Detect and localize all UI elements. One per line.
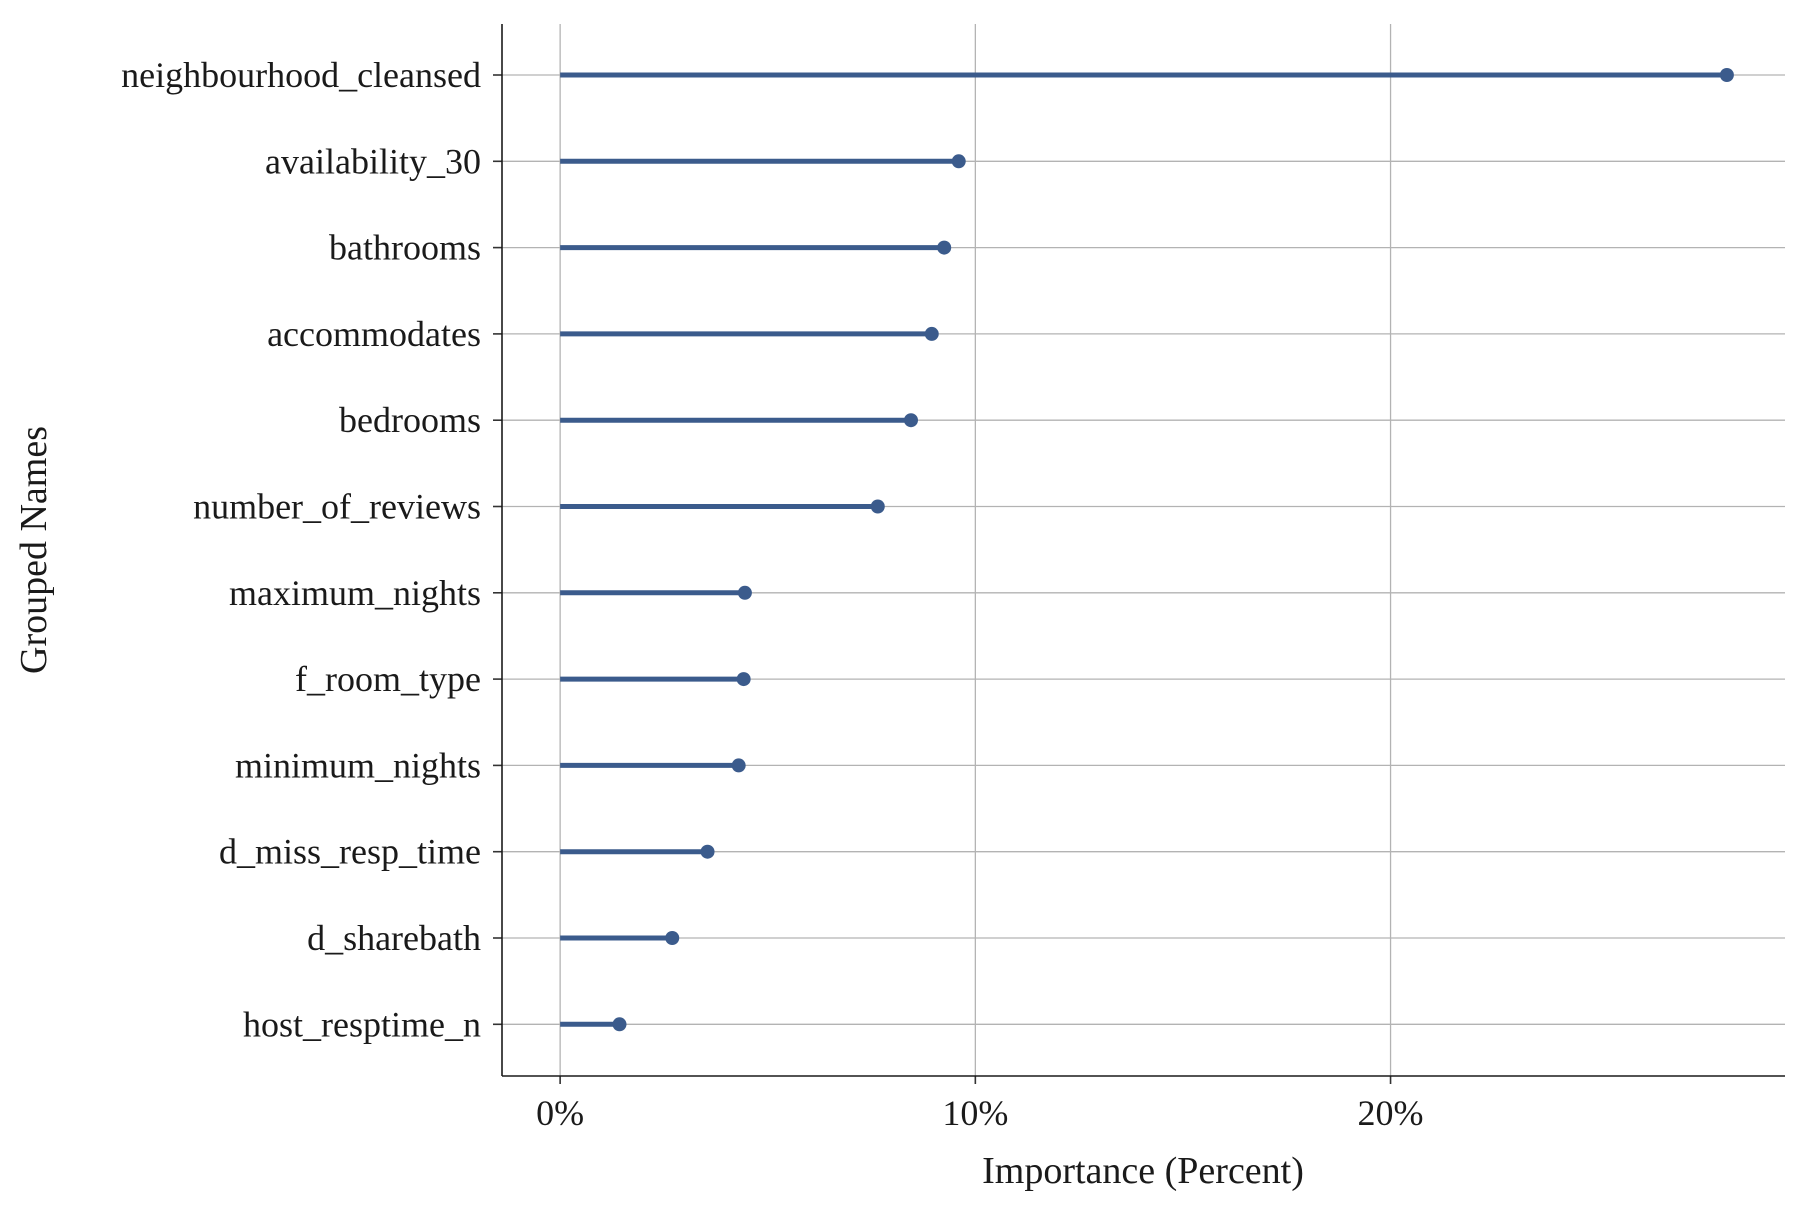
y-tick-label: availability_30 <box>265 141 481 181</box>
x-tick-label: 10% <box>942 1093 1008 1133</box>
lollipop-point <box>737 585 752 600</box>
lollipop-point <box>937 240 952 255</box>
y-tick-label: accommodates <box>267 314 481 354</box>
mark-layer <box>560 68 1734 1032</box>
y-tick-label: d_sharebath <box>307 918 481 958</box>
y-tick-label: neighbourhood_cleansed <box>121 55 481 95</box>
x-tick-label: 0% <box>536 1093 584 1133</box>
y-tick-label: maximum_nights <box>229 573 481 613</box>
x-tick-label: 20% <box>1358 1093 1424 1133</box>
lollipop-point <box>665 931 680 945</box>
lollipop-point <box>903 413 918 428</box>
x-axis-title: Importance (Percent) <box>982 1150 1304 1192</box>
lollipop-point <box>924 326 939 341</box>
lollipop-point <box>736 672 751 687</box>
grid-layer <box>502 24 1785 1076</box>
lollipop-point <box>951 154 966 169</box>
y-tick-label: f_room_type <box>295 659 481 699</box>
lollipop-point <box>1719 68 1734 82</box>
y-tick-label: bathrooms <box>329 228 481 268</box>
y-tick-label: host_resptime_n <box>243 1004 481 1044</box>
y-tick-label: d_miss_resp_time <box>219 832 481 872</box>
y-tick-label: number_of_reviews <box>193 487 481 527</box>
axis-layer <box>493 24 1785 1084</box>
y-tick-label: minimum_nights <box>235 745 481 785</box>
lollipop-point <box>700 844 715 859</box>
lollipop-point <box>870 499 885 514</box>
lollipop-point <box>612 1017 627 1032</box>
y-axis-title: Grouped Names <box>13 426 55 674</box>
lollipop-point <box>731 758 746 773</box>
label-layer: 0% 10% 20% neighbourhood_cleansed availabili… <box>121 55 1423 1133</box>
y-tick-label: bedrooms <box>339 400 481 440</box>
